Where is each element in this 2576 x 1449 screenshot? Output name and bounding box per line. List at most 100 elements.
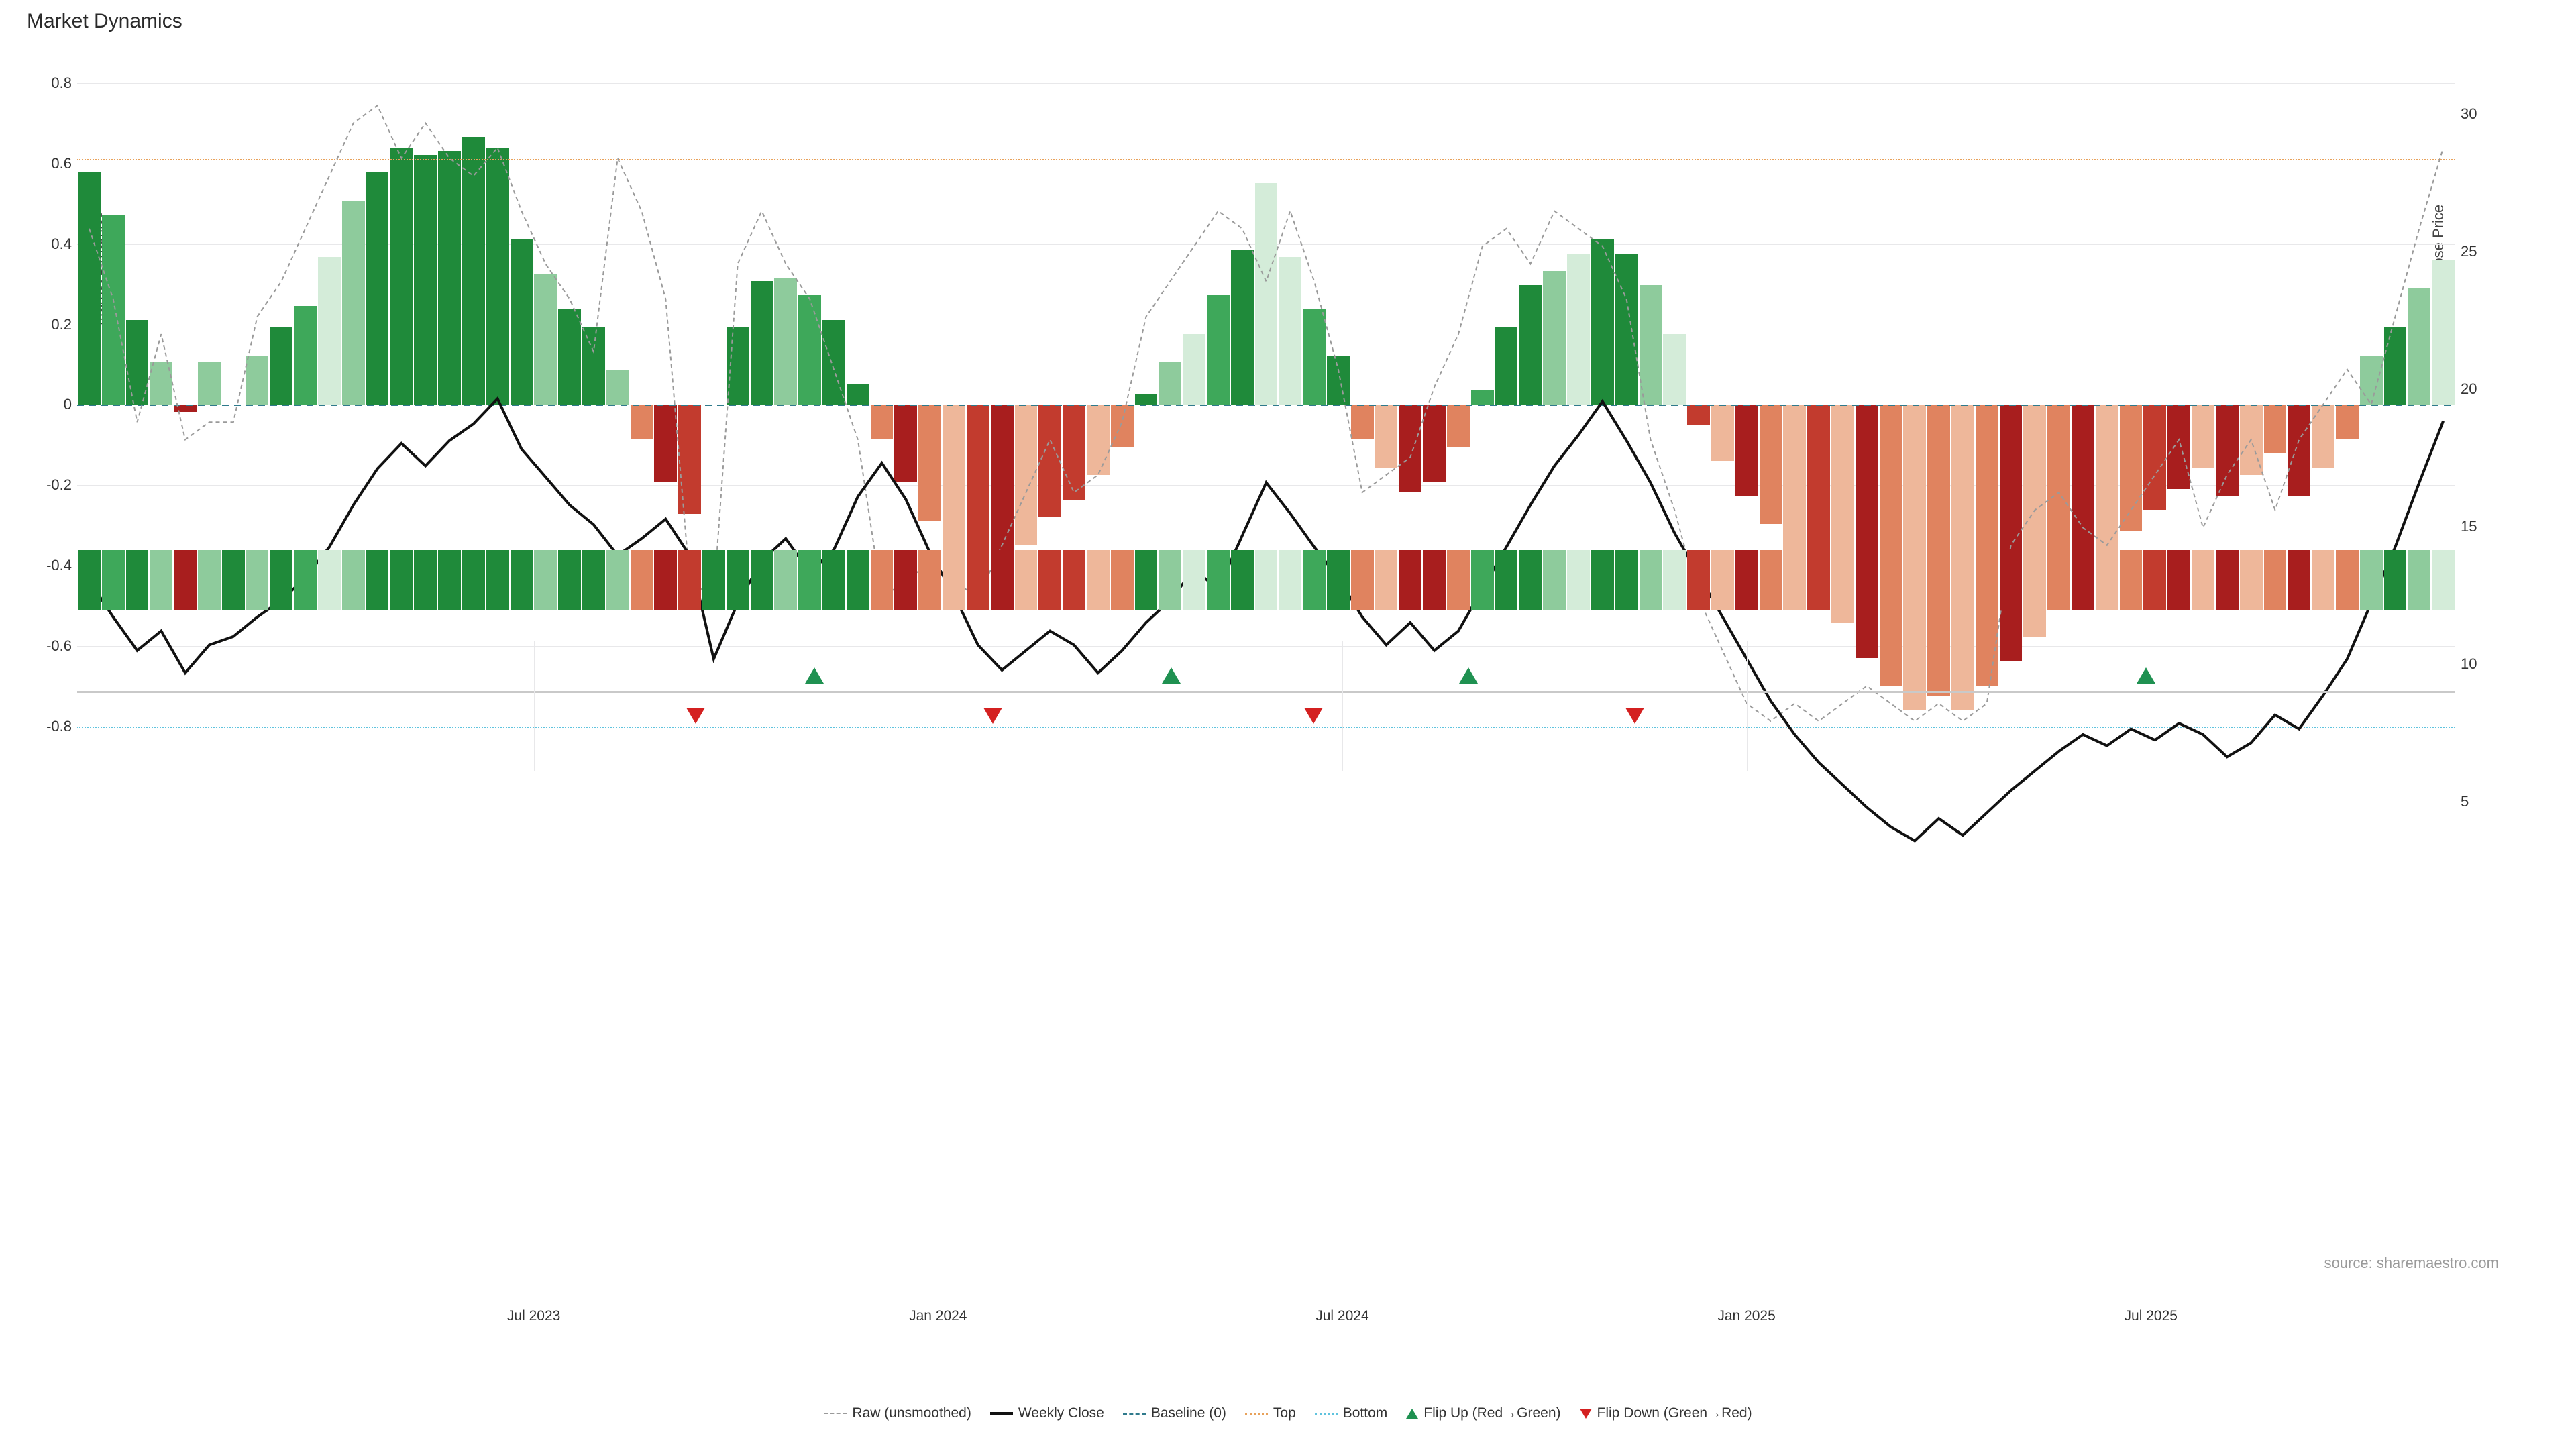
heatmap-strip-cell: [871, 550, 894, 610]
legend-swatch-dotted-cyan: [1315, 1413, 1338, 1415]
heatmap-strip-cell: [511, 550, 533, 610]
markers-zero-line: [77, 691, 2455, 693]
heatmap-strip-cell: [1880, 550, 1902, 610]
ytick-left-6: -0.4: [38, 557, 72, 574]
heatmap-strip-cell: [1927, 550, 1950, 610]
heatmap-strip-cell: [2384, 550, 2407, 610]
heatmap-strip-cell: [1807, 550, 1830, 610]
flip-up-marker[interactable]: [805, 667, 824, 684]
legend-item-top: Top: [1245, 1405, 1296, 1421]
ytick-right-4: 10: [2461, 655, 2501, 673]
heatmap-strip-cell: [1015, 550, 1038, 610]
flip-down-marker[interactable]: [983, 708, 1002, 724]
heatmap-strip-cell: [1447, 550, 1470, 610]
heatmap-strip-cell: [1663, 550, 1686, 610]
heatmap-strip-cell: [1687, 550, 1710, 610]
heatmap-strip-cell: [246, 550, 269, 610]
heatmap-strip-cell: [1063, 550, 1085, 610]
heatmap-strip-cell: [486, 550, 509, 610]
flip-markers-area: [77, 641, 2455, 795]
heatmap-strip-cell: [1231, 550, 1254, 610]
heatmap-strip-cell: [2047, 550, 2070, 610]
legend-item-raw-unsmoothed-: Raw (unsmoothed): [824, 1405, 971, 1421]
legend-swatch-dotted-gray: [824, 1413, 847, 1414]
flip-down-marker[interactable]: [686, 708, 705, 724]
flip-up-marker[interactable]: [2137, 667, 2155, 684]
flip-up-marker[interactable]: [1459, 667, 1478, 684]
heatmap-strip-cell: [2360, 550, 2383, 610]
ytick-left-4: 0: [38, 396, 72, 413]
heatmap-strip-cell: [822, 550, 845, 610]
legend-item-baseline-0-: Baseline (0): [1123, 1405, 1226, 1421]
heatmap-strip-cell: [582, 550, 605, 610]
heatmap-strip-cell: [1640, 550, 1662, 610]
heatmap-strip-cell: [414, 550, 437, 610]
heatmap-strip-cell: [1279, 550, 1301, 610]
xtick-label: Jul 2024: [1316, 1308, 1368, 1324]
flip-down-icon: [1580, 1409, 1592, 1419]
flip-down-marker[interactable]: [1304, 708, 1323, 724]
heatmap-strip-cell: [318, 550, 341, 610]
heatmap-strip-cell: [1087, 550, 1110, 610]
heatmap-strip-cell: [774, 550, 797, 610]
x-gridline: [1747, 641, 1748, 771]
heatmap-strip-cell: [1327, 550, 1350, 610]
ytick-right-2: 20: [2461, 380, 2501, 398]
heatmap-strip-cell: [1711, 550, 1734, 610]
legend-item-bottom: Bottom: [1315, 1405, 1388, 1421]
heatmap-strip-cell: [631, 550, 653, 610]
heatmap-strip-cell: [198, 550, 221, 610]
weekly-close-line: [77, 50, 2455, 486]
heatmap-strip-cell: [894, 550, 917, 610]
ytick-left-3: 0.2: [38, 316, 72, 333]
heatmap-strip-cell: [2312, 550, 2334, 610]
flip-up-marker[interactable]: [1162, 667, 1181, 684]
ytick-left-1: 0.6: [38, 155, 72, 172]
legend-label: Top: [1273, 1405, 1296, 1421]
heatmap-strip-cell: [2120, 550, 2143, 610]
heatmap-strip-cell: [1423, 550, 1446, 610]
xtick-label: Jan 2024: [909, 1308, 967, 1324]
chart-title: Market Dynamics: [27, 10, 182, 33]
heatmap-strip-cell: [438, 550, 461, 610]
heatmap-strip-cell: [270, 550, 292, 610]
legend-item-flip-up-red-green-: Flip Up (Red→Green): [1406, 1405, 1560, 1421]
legend-label: Bottom: [1343, 1405, 1388, 1421]
heatmap-strip-cell: [534, 550, 557, 610]
ytick-left-5: -0.2: [38, 476, 72, 494]
xaxis-area: Jul 2023 Jan 2024 Jul 2024 Jan 2025 Jul 2025: [77, 1311, 2455, 1352]
legend-row: Raw (unsmoothed) Weekly Close Baseline (0)…: [0, 1405, 2576, 1421]
heatmap-strip-cell: [2072, 550, 2094, 610]
flip-up-icon: [1406, 1409, 1418, 1419]
heatmap-strip-cell: [1543, 550, 1566, 610]
heatmap-strip-cell: [1976, 550, 1998, 610]
ytick-right-0: 30: [2461, 105, 2501, 123]
flip-down-marker[interactable]: [1625, 708, 1644, 724]
heatmap-strip-cell: [78, 550, 101, 610]
heatmap-strip-cell: [2000, 550, 2023, 610]
ytick-right-5: 5: [2461, 793, 2501, 810]
heatmap-strip-cell: [390, 550, 413, 610]
heatmap-strip-cell: [1760, 550, 1782, 610]
heatmap-strip-cell: [1856, 550, 1878, 610]
heatmap-strip-cell: [2023, 550, 2046, 610]
heatmap-strip-cell: [174, 550, 197, 610]
ytick-left-7: -0.6: [38, 637, 72, 655]
heatmap-strip-cell: [2167, 550, 2190, 610]
legend-swatch-dashed-teal: [1123, 1413, 1146, 1415]
heatmap-strip-cell: [2288, 550, 2310, 610]
x-gridline: [1342, 641, 1343, 771]
plot-area: Market Dynamics Weekly Close Price 0.8 0…: [77, 50, 2455, 486]
heatmap-strip-cell: [1567, 550, 1590, 610]
heatmap-strip-cell: [150, 550, 172, 610]
ytick-left-8: -0.8: [38, 718, 72, 735]
xtick-label: Jul 2025: [2125, 1308, 2178, 1324]
heatmap-strip-cell: [2408, 550, 2430, 610]
heatmap-strip-cell: [654, 550, 677, 610]
heatmap-strip-cell: [751, 550, 773, 610]
xtick-label: Jan 2025: [1717, 1308, 1775, 1324]
heatmap-strip-cell: [1519, 550, 1542, 610]
heatmap-strip-cell: [462, 550, 485, 610]
legend-label: Flip Down (Green→Red): [1597, 1405, 1752, 1421]
heatmap-strip-cell: [126, 550, 149, 610]
